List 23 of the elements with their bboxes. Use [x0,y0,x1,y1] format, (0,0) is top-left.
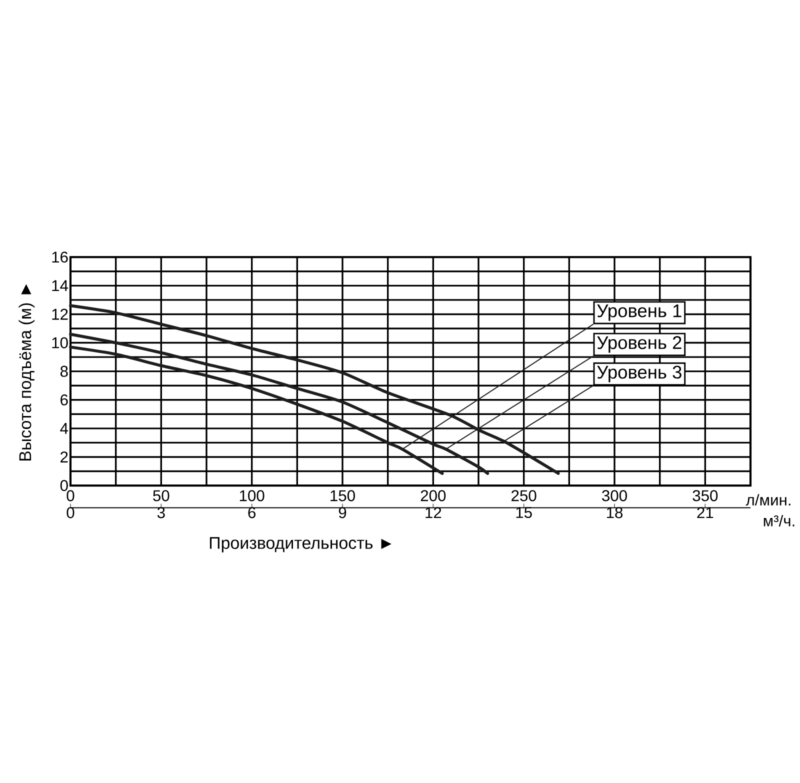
text: м³/ч. [764,514,794,526]
y-tick-label: 4 [60,422,68,434]
y-tick-label: 16 [52,252,68,263]
y-tick-label: 12 [52,308,68,320]
text: Уровень 2 [597,336,682,353]
text: л/мин. [746,494,790,506]
x-tick-label: 350 [692,490,718,502]
y-tick-label: 8 [60,366,68,377]
x-tick-label: 250 [512,490,536,502]
y-axis-title: Высота подъёма (м) ► [18,284,35,460]
y-tick-label: 6 [60,394,68,406]
y-tick-label: 10 [52,337,68,348]
x-tick-label: 200 [420,490,446,502]
text: Уровень 1 [597,304,682,321]
text: Уровень 3 [597,366,682,382]
x-tick-label: 150 [330,490,355,502]
y-tick-label: 14 [52,280,68,291]
x-tick-label: 100 [240,490,264,502]
x-tick-label: 300 [602,490,627,502]
y-tick-label: 2 [60,451,68,462]
x-tick-label: 50 [153,490,170,502]
y-tick-label: 0 [60,480,68,492]
x-axis-title: Производительность ► [210,537,392,552]
